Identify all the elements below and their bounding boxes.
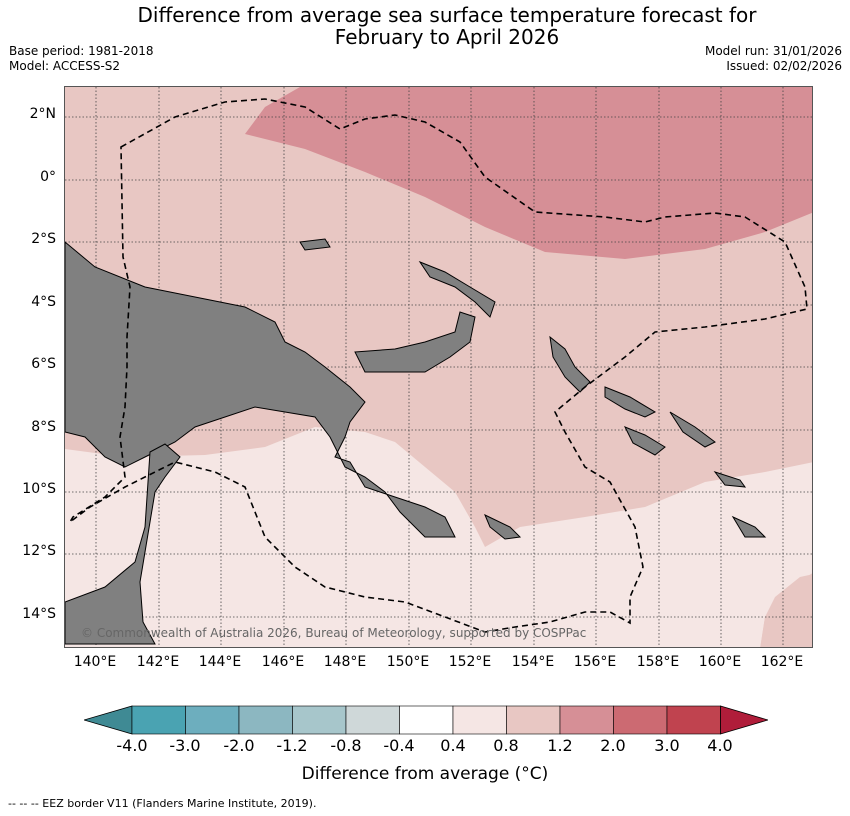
- colorbar-tick: -0.4: [383, 736, 415, 755]
- land-guadalcanal: [623, 426, 666, 456]
- colorbar-bin: [131, 705, 186, 735]
- colorbar-min-arrow: [84, 705, 133, 735]
- lon-label: 146°E: [261, 654, 305, 670]
- colorbar-tick: 3.0: [654, 736, 680, 755]
- colorbar-bin: [185, 705, 240, 735]
- colorbar-tick: -2.0: [223, 736, 255, 755]
- colorbar-bin: [452, 705, 507, 735]
- eez-border: [69, 98, 808, 633]
- land-solomon-isabel: [604, 386, 657, 418]
- land-new-britain: [354, 311, 476, 373]
- land-manus: [299, 238, 331, 251]
- lon-label: 160°E: [698, 654, 742, 670]
- colorbar-bin: [666, 705, 721, 735]
- land-new-guinea: [65, 241, 456, 538]
- copyright-text: © Commonwealth of Australia 2026, Bureau…: [81, 626, 587, 640]
- land-small-island: [731, 515, 767, 538]
- land-louisiade: [484, 513, 522, 540]
- lat-label: 2°S: [31, 231, 56, 247]
- lat-label: 14°S: [22, 606, 56, 622]
- colorbar-tick: 0.8: [493, 736, 519, 755]
- lon-label: 154°E: [511, 654, 555, 670]
- colorbar-title: Difference from average (°C): [301, 764, 549, 784]
- meta-left: Base period: 1981-2018 Model: ACCESS-S2: [9, 44, 154, 74]
- lon-label: 152°E: [448, 654, 492, 670]
- colorbar-tick: -4.0: [116, 736, 148, 755]
- lon-label: 150°E: [386, 654, 430, 670]
- map-svg: [65, 87, 812, 647]
- colorbar-bin: [559, 705, 614, 735]
- lat-label: 4°S: [31, 294, 56, 310]
- lat-label: 12°S: [22, 543, 56, 559]
- colorbar-tick: 0.4: [440, 736, 466, 755]
- colorbar-bin: [399, 705, 454, 735]
- colorbar: [84, 705, 768, 735]
- lat-label: 0°: [40, 169, 56, 185]
- model-run: Model run: 31/01/2026: [704, 44, 842, 58]
- land-makira: [713, 471, 747, 488]
- model-name: Model: ACCESS-S2: [9, 59, 121, 73]
- colorbar-bin: [506, 705, 561, 735]
- title-line-2: February to April 2026: [334, 25, 560, 49]
- colorbar-max-arrow: [720, 705, 768, 735]
- colorbar-tick: 4.0: [707, 736, 733, 755]
- colorbar-tick: -0.8: [330, 736, 362, 755]
- map-title: Difference from average sea surface temp…: [0, 4, 850, 48]
- land-cape-york: [65, 443, 181, 645]
- lat-label: 8°S: [31, 419, 56, 435]
- colorbar-bin: [238, 705, 293, 735]
- lon-label: 162°E: [760, 654, 804, 670]
- map-panel[interactable]: [64, 86, 813, 648]
- land: [65, 238, 767, 645]
- title-line-1: Difference from average sea surface temp…: [137, 3, 757, 27]
- land-solomon-malaita: [669, 411, 716, 448]
- lon-label: 156°E: [573, 654, 617, 670]
- lon-label: 144°E: [198, 654, 242, 670]
- colorbar-tick: -1.2: [276, 736, 308, 755]
- meta-right: Model run: 31/01/2026 Issued: 02/02/2026: [705, 44, 842, 74]
- colorbar-bin: [292, 705, 347, 735]
- lon-label: 148°E: [323, 654, 367, 670]
- base-period: Base period: 1981-2018: [9, 44, 154, 58]
- lat-label: 10°S: [22, 481, 56, 497]
- anomaly-band-0.8-1.2-southeast: [760, 574, 812, 647]
- lat-label: 2°N: [29, 106, 56, 122]
- lon-label: 140°E: [73, 654, 117, 670]
- colorbar-bin: [345, 705, 400, 735]
- lat-label: 6°S: [31, 356, 56, 372]
- issued-date: Issued: 02/02/2026: [726, 59, 842, 73]
- eez-footnote: -- -- -- EEZ border V11 (Flanders Marine…: [8, 797, 317, 810]
- colorbar-tick: 2.0: [600, 736, 626, 755]
- land-new-ireland: [418, 260, 496, 318]
- colorbar-tick: 1.2: [547, 736, 573, 755]
- lon-label: 142°E: [136, 654, 180, 670]
- colorbar-bin: [613, 705, 668, 735]
- colorbar-tick: -3.0: [169, 736, 201, 755]
- lon-label: 158°E: [636, 654, 680, 670]
